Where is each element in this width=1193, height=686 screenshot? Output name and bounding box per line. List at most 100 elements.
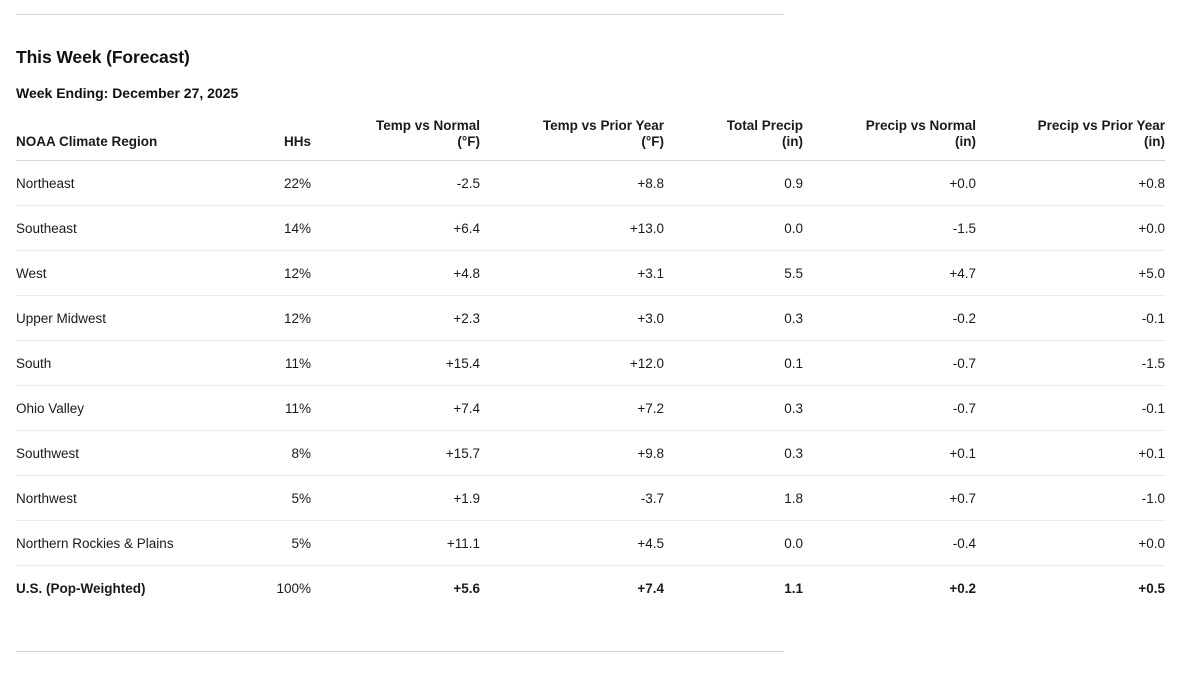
cell-region: Ohio Valley xyxy=(16,385,250,431)
cell-region: U.S. (Pop-Weighted) xyxy=(16,581,146,596)
cell-precip-vs-prior-year: -1.0 xyxy=(976,475,1165,521)
cell-total-precip: 0.0 xyxy=(664,520,803,566)
col-header-precip-vs-normal: Precip vs Normal (in) xyxy=(803,118,976,161)
table-row: Upper Midwest 12% +2.3 +3.0 0.3 -0.2 -0.1 xyxy=(16,295,1165,341)
cell-precip-vs-normal: +0.7 xyxy=(803,475,976,521)
cell-temp-vs-prior-year: +7.2 xyxy=(480,385,664,431)
cell-region: West xyxy=(16,250,250,296)
cell-temp-vs-normal: +15.4 xyxy=(311,340,480,386)
cell-precip-vs-prior-year: -0.1 xyxy=(976,385,1165,431)
cell-total-precip: 0.9 xyxy=(664,160,803,206)
section-subtitle: Week Ending: December 27, 2025 xyxy=(16,85,239,101)
cell-hhs: 8% xyxy=(250,430,311,476)
table-row: Southwest 8% +15.7 +9.8 0.3 +0.1 +0.1 xyxy=(16,430,1165,476)
cell-temp-vs-normal: +7.4 xyxy=(311,385,480,431)
cell-temp-vs-prior-year: +3.1 xyxy=(480,250,664,296)
cell-hhs: 100% xyxy=(276,581,311,596)
cell-precip-vs-prior-year: +0.0 xyxy=(976,205,1165,251)
cell-temp-vs-prior-year: +13.0 xyxy=(480,205,664,251)
col-header-precip-vs-normal-label: Precip vs Normal xyxy=(865,118,976,133)
col-header-region: NOAA Climate Region xyxy=(16,118,250,161)
cell-precip-vs-normal: -0.7 xyxy=(803,385,976,431)
cell-total-precip: 1.8 xyxy=(664,475,803,521)
cell-precip-vs-normal: -0.4 xyxy=(803,520,976,566)
cell-precip-vs-normal: -1.5 xyxy=(803,205,976,251)
cell-total-precip: 1.1 xyxy=(784,581,803,596)
col-header-hhs: HHs xyxy=(250,118,311,161)
cell-precip-vs-prior-year: +0.1 xyxy=(976,430,1165,476)
cell-precip-vs-normal: +0.1 xyxy=(803,430,976,476)
cell-precip-vs-prior-year: -0.1 xyxy=(976,295,1165,341)
cell-precip-vs-prior-year: -1.5 xyxy=(976,340,1165,386)
cell-total-precip: 0.0 xyxy=(664,205,803,251)
cell-precip-vs-normal: -0.7 xyxy=(803,340,976,386)
cell-precip-vs-prior-year: +0.8 xyxy=(976,160,1165,206)
cell-hhs: 11% xyxy=(250,340,311,386)
cell-precip-vs-prior-year: +0.5 xyxy=(1138,581,1165,596)
cell-temp-vs-prior-year: +9.8 xyxy=(480,430,664,476)
col-header-temp-vs-normal: Temp vs Normal (°F) xyxy=(311,118,480,161)
table-row: Northeast 22% -2.5 +8.8 0.9 +0.0 +0.8 xyxy=(16,160,1165,206)
col-header-total-precip: Total Precip (in) xyxy=(664,118,803,161)
table-row: Northwest 5% +1.9 -3.7 1.8 +0.7 -1.0 xyxy=(16,475,1165,521)
cell-precip-vs-prior-year: +0.0 xyxy=(976,520,1165,566)
table-row: West 12% +4.8 +3.1 5.5 +4.7 +5.0 xyxy=(16,250,1165,296)
cell-temp-vs-normal: +4.8 xyxy=(311,250,480,296)
table-header-row: NOAA Climate Region HHs Temp vs Normal (… xyxy=(16,118,1165,161)
cell-region: Southeast xyxy=(16,205,250,251)
cell-temp-vs-prior-year: +4.5 xyxy=(480,520,664,566)
cell-temp-vs-normal: +15.7 xyxy=(311,430,480,476)
col-header-precip-vs-prior-year: Precip vs Prior Year (in) xyxy=(976,118,1165,161)
col-header-temp-vs-prior-year: Temp vs Prior Year (°F) xyxy=(480,118,664,161)
cell-hhs: 5% xyxy=(250,520,311,566)
col-header-temp-vs-normal-label: Temp vs Normal xyxy=(375,118,480,133)
section-divider-bottom xyxy=(16,651,784,652)
cell-precip-vs-prior-year: +5.0 xyxy=(976,250,1165,296)
cell-temp-vs-normal: -2.5 xyxy=(311,160,480,206)
col-header-region-label: NOAA Climate Region xyxy=(16,134,158,149)
table-row-total: U.S. (Pop-Weighted) 100% +5.6 +7.4 1.1 +0.2 +0… xyxy=(16,566,1165,611)
cell-precip-vs-normal: +4.7 xyxy=(803,250,976,296)
cell-hhs: 14% xyxy=(250,205,311,251)
cell-temp-vs-prior-year: +8.8 xyxy=(480,160,664,206)
cell-total-precip: 0.3 xyxy=(664,430,803,476)
cell-temp-vs-prior-year: +7.4 xyxy=(637,581,664,596)
cell-hhs: 12% xyxy=(250,295,311,341)
col-header-precip-vs-prior-year-label: Precip vs Prior Year xyxy=(1037,118,1165,133)
col-header-precip-vs-normal-unit: (in) xyxy=(955,134,976,149)
cell-hhs: 5% xyxy=(250,475,311,521)
cell-region: Northern Rockies & Plains xyxy=(16,520,250,566)
cell-temp-vs-normal: +11.1 xyxy=(311,520,480,566)
cell-total-precip: 0.1 xyxy=(664,340,803,386)
cell-temp-vs-prior-year: +12.0 xyxy=(480,340,664,386)
table-row: Southeast 14% +6.4 +13.0 0.0 -1.5 +0.0 xyxy=(16,205,1165,251)
cell-total-precip: 5.5 xyxy=(664,250,803,296)
cell-precip-vs-normal: +0.2 xyxy=(949,581,976,596)
cell-temp-vs-normal: +1.9 xyxy=(311,475,480,521)
cell-temp-vs-normal: +5.6 xyxy=(453,581,480,596)
cell-temp-vs-normal: +6.4 xyxy=(311,205,480,251)
cell-temp-vs-prior-year: +3.0 xyxy=(480,295,664,341)
cell-temp-vs-normal: +2.3 xyxy=(311,295,480,341)
cell-precip-vs-normal: -0.2 xyxy=(803,295,976,341)
cell-precip-vs-normal: +0.0 xyxy=(803,160,976,206)
forecast-table: NOAA Climate Region HHs Temp vs Normal (… xyxy=(16,118,1165,610)
col-header-precip-vs-prior-year-unit: (in) xyxy=(1144,134,1165,149)
col-header-total-precip-unit: (in) xyxy=(782,134,803,149)
cell-temp-vs-prior-year: -3.7 xyxy=(480,475,664,521)
cell-hhs: 12% xyxy=(250,250,311,296)
cell-region: South xyxy=(16,340,250,386)
col-header-total-precip-label: Total Precip xyxy=(726,118,803,133)
section-divider-top xyxy=(16,14,784,15)
cell-region: Northeast xyxy=(16,160,250,206)
cell-hhs: 11% xyxy=(250,385,311,431)
col-header-temp-vs-prior-year-unit: (°F) xyxy=(641,134,664,149)
table-row: Ohio Valley 11% +7.4 +7.2 0.3 -0.7 -0.1 xyxy=(16,385,1165,431)
section-title: This Week (Forecast) xyxy=(16,47,190,67)
cell-region: Northwest xyxy=(16,475,250,521)
col-header-temp-vs-normal-unit: (°F) xyxy=(457,134,480,149)
cell-hhs: 22% xyxy=(250,160,311,206)
cell-region: Southwest xyxy=(16,430,250,476)
cell-total-precip: 0.3 xyxy=(664,295,803,341)
